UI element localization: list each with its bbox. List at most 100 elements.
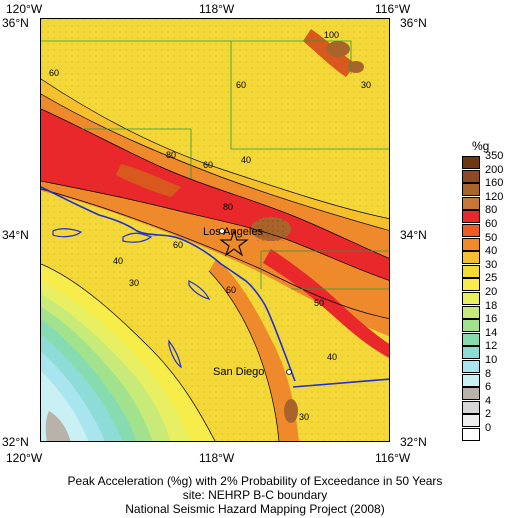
legend-label: 4 xyxy=(485,394,492,407)
legend-label: 18 xyxy=(485,299,498,312)
legend-label: 20 xyxy=(485,286,498,298)
legend-swatch xyxy=(462,319,480,333)
legend-label: 120 xyxy=(485,190,504,203)
legend-swatch xyxy=(462,387,480,401)
lon-label-bottom-120w: 120°W xyxy=(6,451,43,465)
lat-label-left-36n: 36°N xyxy=(2,16,29,30)
mexico-border xyxy=(292,378,389,388)
contour-label-60-c: 60 xyxy=(203,160,214,170)
legend-swatch xyxy=(462,210,480,224)
contour-label-30-c: 30 xyxy=(361,80,372,90)
legend-label: 8 xyxy=(485,367,492,380)
hazard-zone-160-d xyxy=(284,399,298,423)
legend-label: 350 xyxy=(485,150,504,162)
contour-label-40-c: 40 xyxy=(327,352,338,362)
legend-label: 30 xyxy=(485,258,498,271)
contour-label-30-a: 30 xyxy=(129,278,140,288)
hazard-zone-60-north xyxy=(116,164,181,197)
legend-label: 25 xyxy=(485,272,498,285)
legend-label: 80 xyxy=(485,204,498,217)
legend-swatch xyxy=(462,414,480,428)
legend-swatch xyxy=(462,292,480,305)
island-santa-rosa xyxy=(122,232,153,243)
island-santa-cruz xyxy=(52,228,83,238)
lon-label-top-118w: 118°W xyxy=(199,2,235,16)
hazard-zone-texture-brown xyxy=(256,217,286,241)
legend-swatch xyxy=(462,346,480,360)
star-marker xyxy=(219,229,249,257)
contour-label-40-b: 40 xyxy=(113,256,124,266)
legend-swatch xyxy=(462,332,480,346)
contour-label-60-a: 60 xyxy=(49,68,60,78)
contour-label-100: 100 xyxy=(324,30,340,40)
city-label-san-diego: San Diego xyxy=(213,366,265,378)
legend-swatch xyxy=(462,156,480,169)
contour-line-40-south xyxy=(41,188,389,319)
legend-label: 16 xyxy=(485,313,498,326)
lon-label-bottom-116w: 116°W xyxy=(375,451,411,465)
legend-label: 160 xyxy=(485,177,504,190)
legend-swatch xyxy=(462,224,480,237)
hazard-zone-60-coast xyxy=(209,259,299,441)
coastline xyxy=(41,186,296,382)
legend-swatch xyxy=(462,264,480,278)
lat-label-right-34n: 34°N xyxy=(400,228,427,242)
hazard-map-svg xyxy=(41,19,389,441)
contour-line-80-north xyxy=(41,108,389,259)
contour-label-80-b: 80 xyxy=(223,202,234,212)
lon-label-top-116w: 116°W xyxy=(375,2,411,16)
legend-swatch xyxy=(462,196,480,210)
contour-line-coast xyxy=(208,270,280,441)
city-label-los-angeles: Los Angeles xyxy=(203,226,263,238)
hazard-zone-160-c xyxy=(348,61,364,73)
county-boundary-lines xyxy=(41,40,389,290)
contour-label-40-a: 40 xyxy=(241,155,252,165)
island-catalina xyxy=(188,280,211,300)
legend-label: 14 xyxy=(485,326,498,339)
lon-label-bottom-118w: 118°W xyxy=(199,451,235,465)
legend-swatch xyxy=(462,360,480,373)
lon-label-top-120w: 120°W xyxy=(6,2,43,16)
hazard-zone-6 xyxy=(45,411,71,441)
legend-label: 10 xyxy=(485,354,498,366)
contour-line-40 xyxy=(41,78,389,219)
san-diego-marker xyxy=(286,369,292,375)
legend-label: 0 xyxy=(485,422,492,434)
lat-label-left-32n: 32°N xyxy=(2,435,29,449)
legend-label: 200 xyxy=(485,163,504,176)
contour-line-80-south xyxy=(41,180,389,281)
island-san-clemente xyxy=(168,339,182,369)
legend-swatch xyxy=(462,237,480,251)
legend-title: %g xyxy=(472,139,490,153)
hazard-zone-160-b xyxy=(326,41,350,57)
caption-line-2: site: NEHRP B-C boundary xyxy=(182,488,328,502)
legend-swatch xyxy=(462,251,480,265)
caption-line-3: National Seismic Hazard Mapping Project … xyxy=(125,502,385,516)
lat-label-left-34n: 34°N xyxy=(2,228,29,242)
contour-label-60-e: 60 xyxy=(226,285,237,295)
contour-label-60-b: 60 xyxy=(236,80,247,90)
legend-label: 12 xyxy=(485,340,498,353)
contour-line-30 xyxy=(41,263,216,441)
contour-line-60 xyxy=(41,93,389,231)
lat-label-right-32n: 32°N xyxy=(400,435,427,449)
contour-label-50: 50 xyxy=(314,298,325,308)
legend-swatch xyxy=(462,183,480,197)
legend-swatch xyxy=(462,278,480,292)
legend-swatch xyxy=(462,305,480,319)
contour-label-60-d: 60 xyxy=(173,240,184,250)
legend-label: 40 xyxy=(485,245,498,258)
legend-swatch xyxy=(462,428,480,441)
legend-label: 6 xyxy=(485,381,492,394)
legend-label: 50 xyxy=(485,231,498,244)
legend-swatch xyxy=(462,169,480,183)
legend-label: 2 xyxy=(485,408,492,421)
hazard-map: 100 60 40 60 80 60 80 40 30 60 60 50 40 … xyxy=(40,18,390,442)
los-angeles-marker xyxy=(219,228,225,234)
caption-line-1: Peak Acceleration (%g) with 2% Probabili… xyxy=(67,474,443,488)
contour-label-80-a: 80 xyxy=(166,150,177,160)
hazard-zone-80-south xyxy=(263,249,389,358)
lat-label-right-36n: 36°N xyxy=(400,16,427,30)
legend-label: 60 xyxy=(485,218,498,230)
contour-label-30-b: 30 xyxy=(299,412,310,422)
